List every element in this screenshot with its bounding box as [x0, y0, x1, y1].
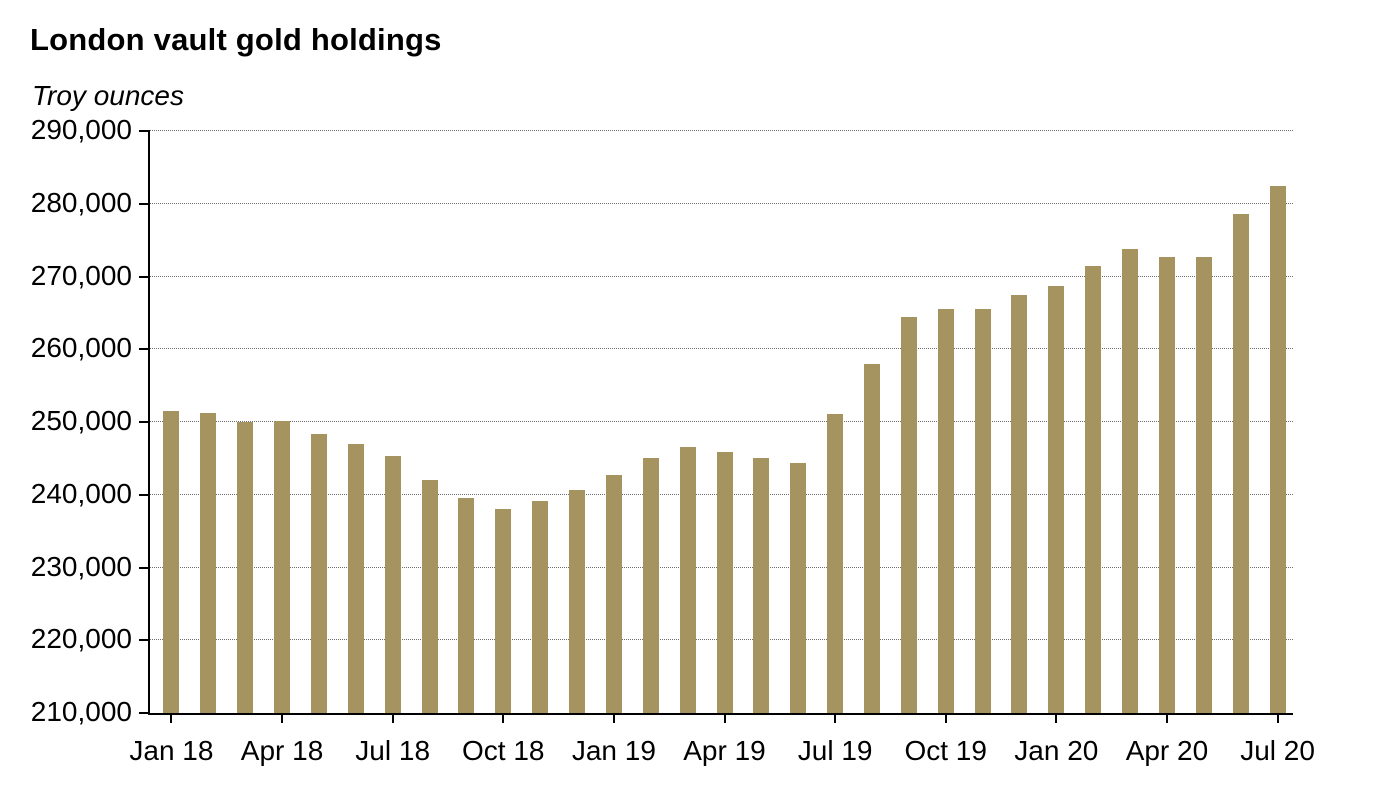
x-axis-tick-label: Apr 19	[683, 735, 766, 766]
x-axis-tick	[1276, 715, 1279, 723]
bar	[1232, 213, 1249, 713]
bar	[237, 422, 254, 713]
y-axis-tick	[139, 421, 150, 423]
x-axis-tick-label: Jul 18	[355, 735, 431, 766]
x-axis-tick	[944, 715, 947, 723]
y-axis-tick-label: 290,000	[30, 114, 132, 145]
x-axis-tick	[834, 715, 837, 723]
x-axis-tick-label: Jul 19	[797, 735, 873, 766]
y-axis-unit-label: Troy ounces	[32, 80, 184, 111]
bar	[937, 309, 954, 713]
x-axis-tick	[281, 715, 284, 723]
y-axis-tick-label: 220,000	[30, 623, 132, 655]
x-axis-line	[148, 713, 1293, 715]
bar	[1048, 285, 1065, 713]
y-axis-tick-label: 240,000	[30, 477, 132, 509]
x-axis-tick	[612, 715, 615, 723]
x-axis-tick-label: Jul 20	[1240, 735, 1315, 766]
bar	[679, 447, 696, 713]
bar	[900, 316, 917, 713]
bar	[532, 500, 549, 713]
y-axis-tick	[139, 348, 150, 351]
y-axis-tick	[139, 639, 150, 642]
bar	[421, 480, 438, 713]
bar	[458, 498, 475, 713]
x-axis-tick-label: Jan 19	[571, 735, 656, 766]
y-axis-tick	[139, 712, 150, 714]
bar	[1085, 266, 1102, 713]
y-axis-tick-label: 260,000	[30, 332, 132, 364]
bar	[1195, 256, 1212, 713]
x-axis-tick-label: Oct 18	[462, 735, 545, 766]
bar	[163, 411, 180, 713]
y-axis-tick	[139, 275, 150, 278]
y-axis-tick	[139, 566, 150, 569]
bar	[1122, 248, 1139, 713]
bar	[495, 508, 512, 713]
x-axis-tick	[391, 715, 394, 723]
x-axis-tick-label: Apr 18	[240, 735, 324, 766]
chart-title: London vault gold holdings	[30, 22, 442, 57]
bar	[1158, 256, 1175, 713]
x-axis-tick	[1165, 715, 1168, 723]
bar	[569, 489, 586, 713]
y-axis-line	[148, 131, 150, 715]
x-axis-tick-label: Oct 19	[904, 735, 987, 766]
y-axis-tick	[139, 130, 150, 132]
bar	[1011, 294, 1028, 713]
bar	[347, 443, 364, 713]
y-axis-tick-label: 250,000	[30, 405, 132, 436]
gridline	[150, 348, 1293, 350]
bar	[384, 456, 401, 713]
x-axis-tick	[723, 715, 726, 723]
x-axis-tick	[502, 715, 505, 723]
bar	[753, 457, 770, 713]
y-axis-tick-label: 280,000	[30, 186, 132, 218]
bar	[310, 433, 327, 713]
y-axis-tick	[139, 493, 150, 496]
x-axis-tick	[1055, 715, 1058, 723]
bar	[790, 462, 807, 713]
bar	[716, 451, 733, 713]
bar	[1269, 185, 1286, 713]
gridline	[150, 202, 1293, 204]
x-axis-tick-label: Jan 20	[1014, 735, 1099, 766]
bar	[274, 420, 291, 713]
bar	[200, 412, 217, 713]
y-axis-tick-label: 270,000	[30, 259, 132, 291]
bar	[974, 308, 991, 713]
y-axis-tick	[139, 202, 150, 205]
gridline	[150, 130, 1293, 131]
bar	[863, 363, 880, 713]
x-axis-tick	[170, 715, 173, 723]
y-axis-tick-label: 230,000	[30, 550, 132, 582]
x-axis-tick-label: Apr 20	[1125, 735, 1209, 766]
x-axis-tick-label: Jan 18	[129, 735, 214, 766]
y-axis-tick-label: 210,000	[30, 696, 132, 727]
bar	[605, 475, 622, 713]
gridline	[150, 275, 1293, 277]
bar	[827, 413, 844, 713]
gridline	[150, 421, 1293, 422]
bar	[642, 457, 659, 713]
